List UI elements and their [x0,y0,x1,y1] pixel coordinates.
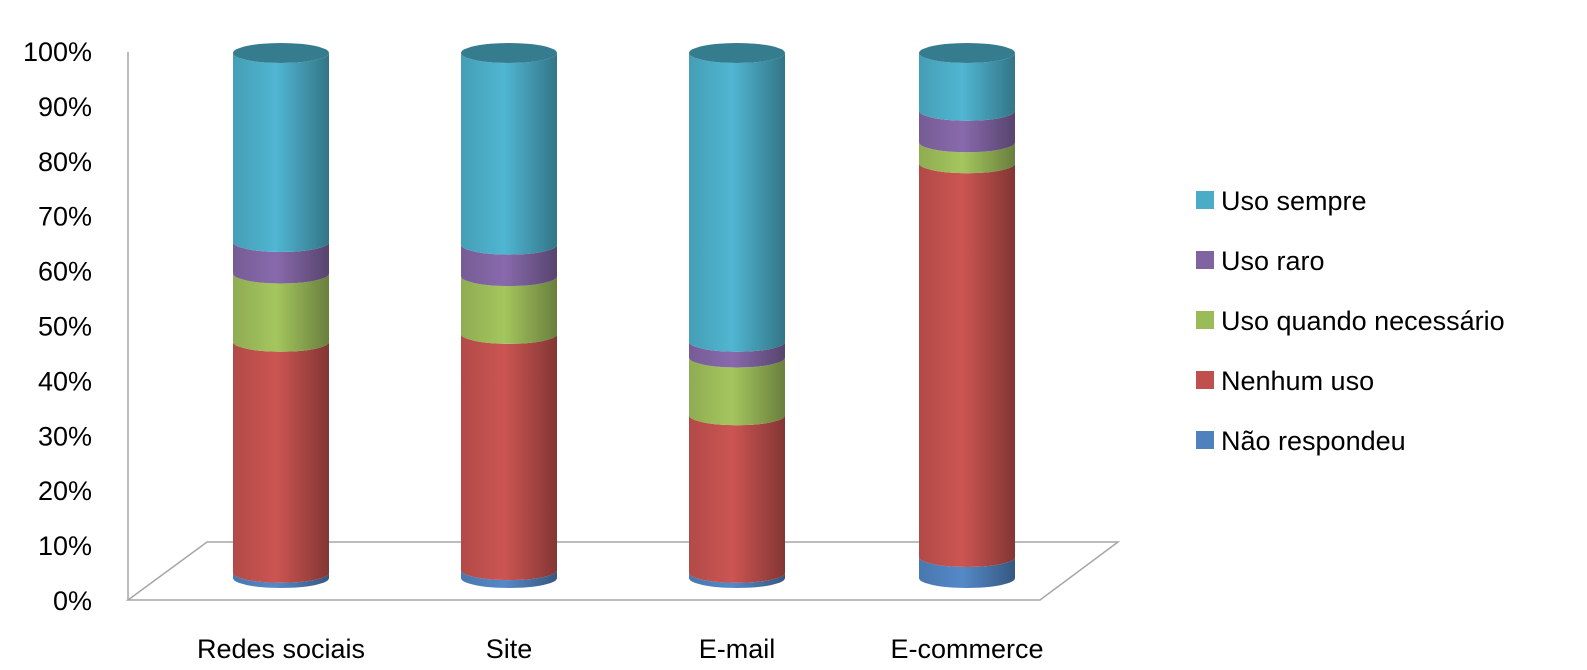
bar-top-cap [233,43,329,63]
bar-stack [233,43,329,588]
bar-segment [461,244,557,287]
legend: Uso sempre Uso raro Uso quando necessário N… [1196,186,1505,456]
y-tick-label: 20% [38,476,92,506]
floor-plane [125,541,1121,601]
y-tick-label: 100% [23,37,92,67]
bar-top-cap [919,43,1015,63]
bar-segment [461,53,557,255]
y-tick-label: 0% [53,586,92,616]
legend-label: Nenhum uso [1221,366,1374,396]
category-labels: Redes sociais Site E-mail E-commerce [197,634,1044,664]
x-tick-label: E-commerce [890,634,1043,664]
y-tick-label: 50% [38,312,92,342]
legend-item: Não respondeu [1196,426,1406,456]
legend-label: Uso raro [1221,246,1325,276]
bar-segment [233,341,329,583]
x-tick-label: E-mail [699,634,776,664]
legend-swatch [1196,251,1214,269]
legend-label: Uso quando necessário [1221,306,1505,336]
y-tick-label: 70% [38,202,92,232]
bar-segment [233,242,329,284]
bar-segment [461,570,557,588]
bar-stack [461,43,557,588]
bar-segment [689,572,785,588]
legend-label: Não respondeu [1221,426,1406,456]
y-tick-label: 30% [38,421,92,451]
bar-stack [919,43,1015,588]
bar-segment [233,273,329,352]
bar-top-cap [689,43,785,63]
legend-swatch [1196,311,1214,329]
bar-top-cap [461,43,557,63]
axes: 0% 10% 20% 30% 40% 50% 60% 70% 80% 90% 100% [23,37,1121,616]
bar-segment [689,357,785,426]
bar-segment [461,333,557,581]
bar-segment [689,53,785,352]
bar-segment [689,415,785,583]
bar-segment [919,53,1015,121]
y-tick-label: 60% [38,257,92,287]
bar-segment [919,557,1015,588]
legend-swatch [1196,371,1214,389]
bar-segment [233,572,329,588]
legend-item: Uso quando necessário [1196,306,1505,336]
legend-item: Uso raro [1196,246,1325,276]
y-tick-label: 40% [38,366,92,396]
bar-segment [919,142,1015,174]
legend-item: Nenhum uso [1196,366,1374,396]
bar-segment [919,163,1015,567]
x-tick-label: Redes sociais [197,634,365,664]
legend-label: Uso sempre [1221,186,1367,216]
legend-swatch [1196,191,1214,209]
legend-item: Uso sempre [1196,186,1367,216]
bar-segment [461,276,557,344]
bar-segment [689,341,785,368]
bar-segment [233,53,329,252]
y-tick-label: 10% [38,531,92,561]
bar-segment [919,110,1015,153]
bars [233,43,1015,588]
y-tick-label: 90% [38,92,92,122]
legend-swatch [1196,431,1214,449]
bar-stack [689,43,785,588]
y-tick-label: 80% [38,147,92,177]
x-tick-label: Site [486,634,533,664]
